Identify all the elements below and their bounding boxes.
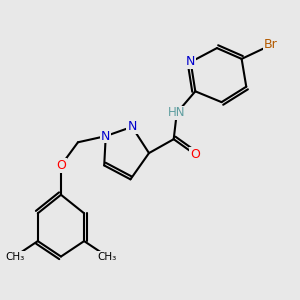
Text: Br: Br (264, 38, 278, 52)
Text: N: N (127, 120, 137, 133)
Text: O: O (56, 159, 66, 172)
Text: O: O (190, 148, 200, 161)
Text: N: N (101, 130, 110, 142)
Text: N: N (186, 56, 195, 68)
Text: CH₃: CH₃ (98, 251, 117, 262)
Text: HN: HN (168, 106, 185, 119)
Text: CH₃: CH₃ (5, 251, 24, 262)
